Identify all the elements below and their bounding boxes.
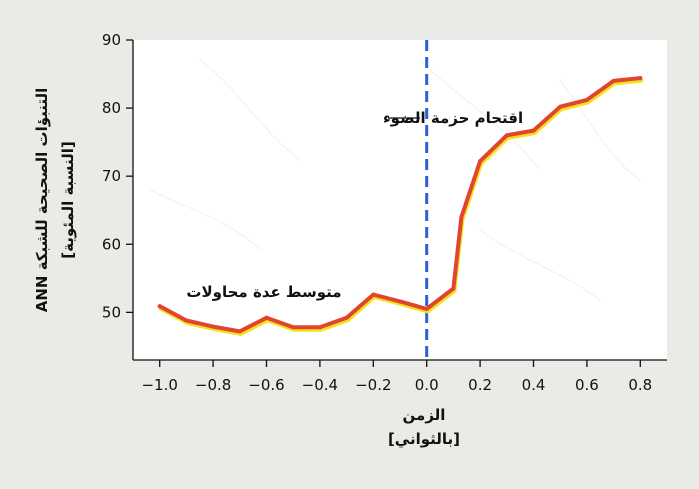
x-tick-label: −0.6 bbox=[248, 376, 284, 394]
y-axis-subtitle: [النسبة المئوية] bbox=[59, 141, 77, 258]
y-tick-label: 70 bbox=[102, 167, 121, 185]
plot-area bbox=[133, 40, 667, 360]
series-line bbox=[157, 76, 643, 334]
ticks: 50 60 70 80 90 −1.0 −0.8 −0.6 −0.4 −0.2 0.0 0.2 0.4 0… bbox=[102, 31, 652, 394]
data-point bbox=[237, 329, 242, 334]
data-point bbox=[184, 318, 189, 323]
data-point bbox=[451, 286, 456, 291]
data-point bbox=[291, 325, 296, 330]
data-point bbox=[611, 78, 616, 83]
x-tick-label: −0.8 bbox=[195, 376, 231, 394]
data-point bbox=[558, 104, 563, 109]
data-point bbox=[371, 292, 376, 297]
data-point bbox=[531, 128, 536, 133]
data-point bbox=[424, 306, 429, 311]
data-point bbox=[504, 133, 509, 138]
data-point bbox=[398, 299, 402, 304]
x-axis-title: الزمن bbox=[403, 406, 446, 424]
plot-background-texture bbox=[149, 59, 641, 301]
y-tick-label: 50 bbox=[102, 303, 121, 321]
y-tick-label: 80 bbox=[102, 99, 121, 117]
data-point bbox=[211, 324, 216, 329]
y-tick-label: 60 bbox=[102, 235, 121, 253]
x-tick-label: 0.2 bbox=[468, 376, 492, 394]
y-tick-label: 90 bbox=[102, 31, 121, 49]
x-tick-label: 0.8 bbox=[628, 376, 652, 394]
x-tick-label: −0.2 bbox=[355, 376, 391, 394]
x-tick-label: −1.0 bbox=[141, 376, 177, 394]
series-line-highlight bbox=[158, 78, 644, 336]
data-point bbox=[638, 76, 643, 81]
x-tick-label: 0.6 bbox=[575, 376, 599, 394]
labels: الزمن [بالثواني] التنبؤات الصحيحة للشبكة… bbox=[33, 88, 523, 448]
data-point bbox=[317, 325, 322, 330]
data-point bbox=[344, 315, 349, 320]
x-tick-label: 0.4 bbox=[522, 376, 546, 394]
data-point bbox=[584, 97, 589, 102]
series-label: متوسط عدة محاولات bbox=[186, 283, 341, 301]
event-label: اقتحام حزمة الضوء bbox=[383, 109, 523, 127]
data-point bbox=[478, 159, 483, 164]
data-point bbox=[459, 215, 464, 220]
x-tick-label: 0.0 bbox=[415, 376, 439, 394]
x-tick-label: −0.4 bbox=[302, 376, 338, 394]
x-axis-subtitle: [بالثواني] bbox=[388, 430, 460, 448]
y-axis-title: التنبؤات الصحيحة للشبكة ANN bbox=[33, 88, 51, 313]
marks bbox=[157, 40, 644, 360]
data-point bbox=[264, 315, 269, 320]
data-point bbox=[157, 304, 162, 309]
axes bbox=[132, 40, 667, 361]
